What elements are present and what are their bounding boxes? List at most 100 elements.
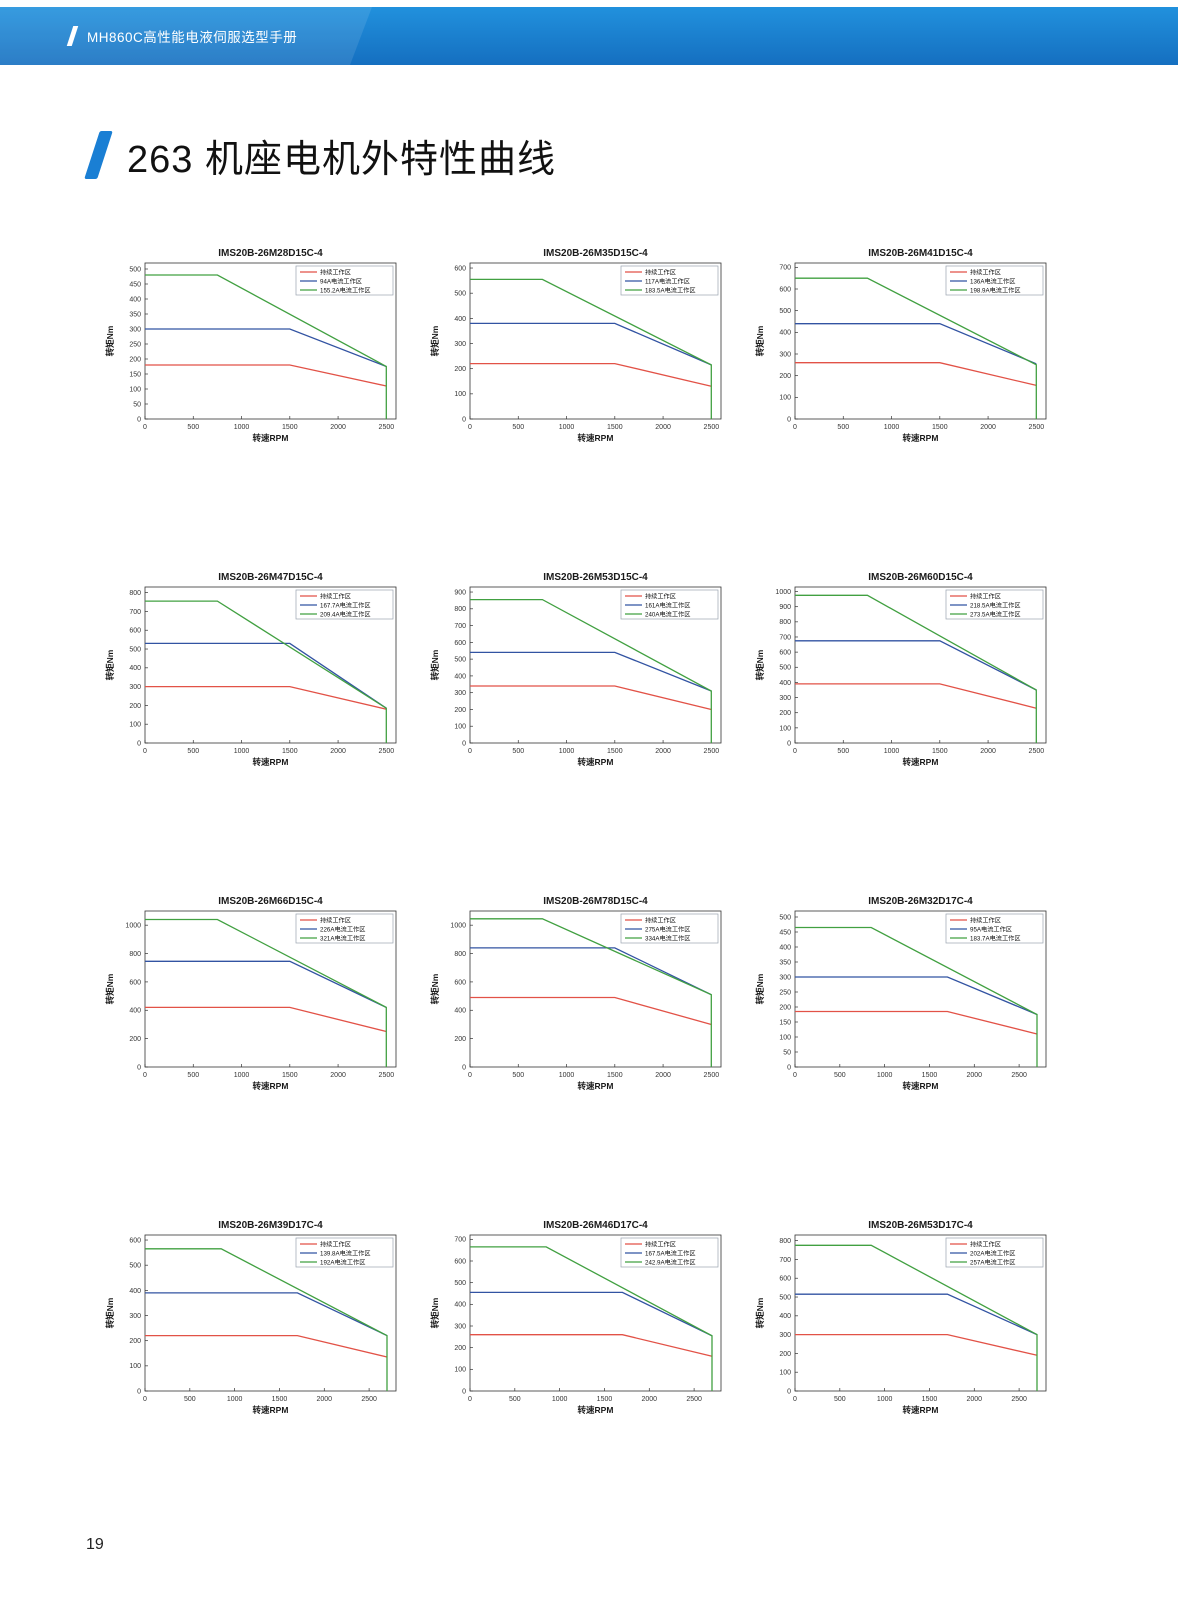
y-tick-label: 100 <box>129 722 141 729</box>
y-tick-label: 100 <box>129 1363 141 1370</box>
chart-IMS20B-26M60D15C-4: 0 100 200 300 400 500 600 700 800 900 1000 0 500 1000… <box>753 569 1053 793</box>
y-tick-label: 500 <box>779 308 791 315</box>
y-tick-label: 200 <box>779 1004 791 1011</box>
y-tick-label: 100 <box>129 386 141 393</box>
x-tick-label: 2500 <box>704 424 720 431</box>
x-tick-label: 2500 <box>379 424 395 431</box>
chart-svg: 0 100 200 300 400 500 600 700 0 500 1000 1500 2000 25… <box>430 1220 722 1415</box>
chart-IMS20B-26M35D15C-4: 0 100 200 300 400 500 600 0 500 1000 1500 2000 2500 I… <box>428 245 728 469</box>
x-tick-label: 1000 <box>559 1072 575 1079</box>
y-tick-label: 700 <box>129 609 141 616</box>
y-tick-label: 1000 <box>775 589 791 596</box>
y-axis-label: 转矩Nm <box>755 649 765 680</box>
y-tick-label: 0 <box>137 740 141 747</box>
chart-title: IMS20B-26M41D15C-4 <box>868 248 973 259</box>
x-tick-label: 2000 <box>641 1396 657 1403</box>
series-line-red <box>470 362 712 387</box>
x-tick-label: 2500 <box>1029 424 1045 431</box>
series-line-green <box>795 594 1037 743</box>
y-tick-label: 700 <box>454 1237 466 1244</box>
x-tick-label: 0 <box>143 1396 147 1403</box>
legend-label: 持续工作区 <box>645 916 676 924</box>
y-tick-label: 50 <box>783 1049 791 1056</box>
x-tick-label: 2500 <box>1011 1396 1027 1403</box>
chart-IMS20B-26M32D17C-4: 0 50 100 150 200 250 300 350 400 450 500 0 500 1000 15… <box>753 893 1053 1117</box>
y-tick-label: 400 <box>129 1288 141 1295</box>
chart-title: IMS20B-26M60D15C-4 <box>868 572 973 583</box>
y-tick-label: 0 <box>137 1064 141 1071</box>
x-axis-label: 转速RPM <box>903 757 939 767</box>
x-tick-label: 500 <box>834 1396 846 1403</box>
chart-IMS20B-26M41D15C-4: 0 100 200 300 400 500 600 700 0 500 1000 1500 2000 25… <box>753 245 1053 469</box>
x-tick-label: 500 <box>837 748 849 755</box>
y-tick-label: 0 <box>462 1388 466 1395</box>
series-line-blue <box>470 322 712 366</box>
y-tick-label: 600 <box>779 650 791 657</box>
x-tick-label: 1500 <box>282 748 298 755</box>
y-tick-label: 900 <box>779 604 791 611</box>
y-tick-label: 700 <box>779 265 791 272</box>
x-tick-label: 500 <box>187 1072 199 1079</box>
y-tick-label: 200 <box>129 703 141 710</box>
y-tick-label: 250 <box>129 341 141 348</box>
y-tick-label: 400 <box>454 316 466 323</box>
y-tick-label: 150 <box>129 371 141 378</box>
legend-label: 95A电流工作区 <box>970 925 1012 933</box>
y-tick-label: 600 <box>454 640 466 647</box>
legend-label: 167.5A电流工作区 <box>645 1249 696 1257</box>
series-line-green <box>470 278 712 419</box>
header-slash-icon <box>66 26 79 46</box>
legend-label: 持续工作区 <box>970 592 1001 600</box>
y-tick-label: 800 <box>129 590 141 597</box>
chart-IMS20B-26M66D15C-4: 0 200 400 600 800 1000 0 500 1000 1500 2000 2500 IMS… <box>103 893 403 1117</box>
x-tick-label: 0 <box>793 424 797 431</box>
x-tick-label: 1000 <box>234 424 250 431</box>
legend-label: 117A电流工作区 <box>645 277 690 285</box>
section-title: 263 机座电机外特性曲线 <box>127 138 556 181</box>
x-tick-label: 2500 <box>361 1396 377 1403</box>
x-tick-label: 2000 <box>330 1072 346 1079</box>
legend-label: 持续工作区 <box>320 916 351 924</box>
legend-label: 155.2A电流工作区 <box>320 286 371 294</box>
legend-label: 242.9A电流工作区 <box>645 1258 696 1266</box>
y-tick-label: 500 <box>129 646 141 653</box>
chart-svg: 0 100 200 300 400 500 600 700 800 900 1000 0 500 1000… <box>755 572 1047 767</box>
legend-label: 161A电流工作区 <box>645 601 690 609</box>
charts-grid: 0 50 100 150 200 250 300 350 400 450 500 0 500 1000 15… <box>103 245 1053 1441</box>
y-tick-label: 200 <box>454 366 466 373</box>
x-tick-label: 500 <box>512 424 524 431</box>
series-line-green <box>470 918 712 1067</box>
series-line-blue <box>795 640 1037 691</box>
chart-title: IMS20B-26M66D15C-4 <box>218 896 323 907</box>
series-line-green <box>145 918 387 1067</box>
x-tick-label: 2500 <box>704 748 720 755</box>
y-tick-label: 200 <box>779 710 791 717</box>
x-tick-label: 2000 <box>330 424 346 431</box>
x-tick-label: 500 <box>512 748 524 755</box>
y-axis-label: 转矩Nm <box>105 1297 115 1328</box>
chart-title: IMS20B-26M46D17C-4 <box>543 1220 648 1231</box>
y-tick-label: 200 <box>454 1345 466 1352</box>
x-tick-label: 1000 <box>234 1072 250 1079</box>
series-line-red <box>795 362 1037 387</box>
y-tick-label: 200 <box>454 1036 466 1043</box>
x-tick-label: 2000 <box>316 1396 332 1403</box>
legend-label: 240A电流工作区 <box>645 610 690 618</box>
y-tick-label: 450 <box>779 929 791 936</box>
x-tick-label: 0 <box>468 1396 472 1403</box>
x-tick-label: 2500 <box>379 748 395 755</box>
legend-label: 136A电流工作区 <box>970 277 1015 285</box>
chart-svg: 0 100 200 300 400 500 600 0 500 1000 1500 2000 2500 I… <box>105 1220 397 1415</box>
x-tick-label: 0 <box>143 424 147 431</box>
y-tick-label: 500 <box>779 1294 791 1301</box>
series-line-green <box>795 277 1037 419</box>
chart-title: IMS20B-26M28D15C-4 <box>218 248 323 259</box>
y-tick-label: 50 <box>133 401 141 408</box>
y-tick-label: 250 <box>779 989 791 996</box>
x-tick-label: 2500 <box>1029 748 1045 755</box>
series-line-red <box>470 685 712 711</box>
y-tick-label: 500 <box>454 657 466 664</box>
legend-label: 持续工作区 <box>320 592 351 600</box>
x-tick-label: 0 <box>468 1072 472 1079</box>
chart-IMS20B-26M53D15C-4: 0 100 200 300 400 500 600 700 800 900 0 500 1000 1500… <box>428 569 728 793</box>
